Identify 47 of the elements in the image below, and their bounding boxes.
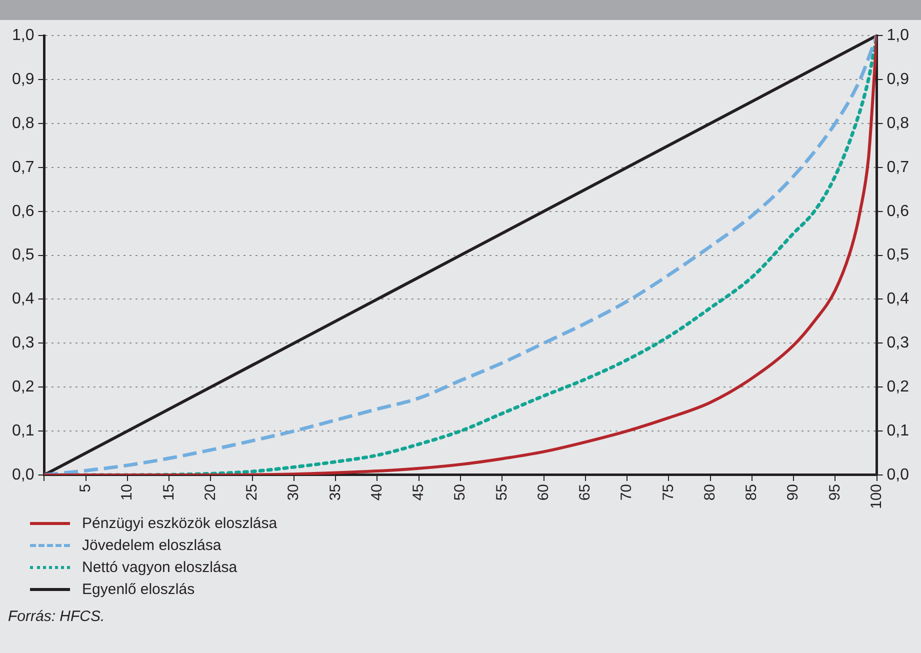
x-tick-label: 10 <box>118 484 136 501</box>
x-tick-label: 40 <box>368 484 386 501</box>
x-tick-label: 70 <box>618 484 636 501</box>
x-tick-label: 5 <box>77 484 94 492</box>
legend-label: Egyenlő eloszlás <box>82 580 195 598</box>
x-tick-label: 15 <box>160 484 178 501</box>
y-tick-label: 0,7 <box>12 158 34 176</box>
y2-tick-label: 0,9 <box>886 70 910 88</box>
y2-tick-label: 0,2 <box>886 378 910 396</box>
y-tick-label: 0,2 <box>12 378 34 396</box>
y2-tick-label: 0,7 <box>886 158 910 176</box>
y-tick-label: 0,3 <box>12 334 34 352</box>
y2-tick-label: 1,0 <box>886 27 910 44</box>
x-tick-label: 60 <box>534 484 552 501</box>
y2-tick-label: 0,4 <box>886 290 910 308</box>
y2-tick-label: 0,6 <box>886 202 910 220</box>
y-tick-label: 0,0 <box>12 466 34 484</box>
legend-label: Pénzügyi eszközök eloszlása <box>82 514 278 532</box>
y2-tick-label: 0,1 <box>886 422 910 440</box>
y-tick-label: 0,4 <box>12 290 34 308</box>
text: Forrás: HFCS. <box>8 608 105 625</box>
y-tick-label: 1,0 <box>12 27 34 44</box>
y-tick-label: 0,6 <box>12 202 34 220</box>
x-tick-label: 100 <box>868 484 885 510</box>
x-tick-label: 35 <box>326 484 344 501</box>
x-tick-label: 90 <box>784 484 802 501</box>
y2-tick-label: 0,8 <box>886 114 910 132</box>
x-tick-label: 75 <box>660 484 677 501</box>
y-tick-label: 0,9 <box>12 70 34 88</box>
x-tick-label: 25 <box>244 484 261 501</box>
legend-label: Jövedelem eloszlása <box>82 536 222 554</box>
y-tick-label: 0,1 <box>12 422 34 440</box>
x-tick-label: 55 <box>493 484 510 501</box>
x-tick-label: 45 <box>410 484 428 501</box>
x-tick-label: 50 <box>452 484 469 501</box>
x-tick-label: 95 <box>826 484 844 501</box>
y-tick-label: 0,5 <box>12 246 34 264</box>
y2-tick-label: 0,0 <box>886 466 910 484</box>
x-tick-label: 30 <box>285 484 302 501</box>
x-tick-label: 20 <box>202 484 219 501</box>
y-tick-label: 0,8 <box>12 114 34 132</box>
x-tick-label: 65 <box>576 484 594 501</box>
y2-tick-label: 0,3 <box>886 334 910 352</box>
x-tick-label: 80 <box>701 484 718 501</box>
x-tick-label: 85 <box>743 484 760 501</box>
y2-tick-label: 0,5 <box>886 246 910 264</box>
legend-label: Nettó vagyon eloszlása <box>82 558 238 576</box>
